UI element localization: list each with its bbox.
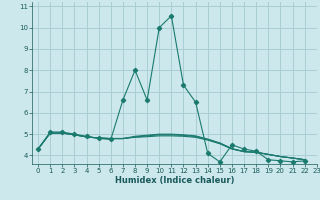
X-axis label: Humidex (Indice chaleur): Humidex (Indice chaleur) xyxy=(115,176,234,185)
